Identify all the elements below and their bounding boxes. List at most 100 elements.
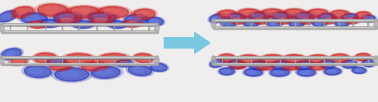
Ellipse shape: [81, 62, 108, 71]
Ellipse shape: [274, 70, 284, 74]
Ellipse shape: [292, 22, 300, 25]
Ellipse shape: [12, 7, 34, 18]
Ellipse shape: [93, 15, 108, 19]
Ellipse shape: [228, 16, 248, 25]
Ellipse shape: [38, 55, 50, 60]
Ellipse shape: [217, 10, 236, 18]
Ellipse shape: [242, 68, 264, 77]
Ellipse shape: [270, 22, 277, 25]
Ellipse shape: [108, 21, 127, 28]
Ellipse shape: [64, 54, 94, 65]
Ellipse shape: [217, 53, 237, 63]
Ellipse shape: [97, 69, 112, 75]
Ellipse shape: [14, 59, 22, 63]
Ellipse shape: [288, 57, 299, 61]
Ellipse shape: [77, 22, 87, 26]
Ellipse shape: [153, 65, 162, 69]
Ellipse shape: [342, 60, 357, 68]
Ellipse shape: [340, 13, 359, 22]
Ellipse shape: [43, 7, 59, 12]
Ellipse shape: [294, 61, 314, 70]
Ellipse shape: [116, 60, 133, 67]
Ellipse shape: [22, 64, 54, 79]
Ellipse shape: [16, 9, 27, 14]
Ellipse shape: [219, 68, 234, 75]
Ellipse shape: [354, 11, 372, 20]
Ellipse shape: [0, 10, 19, 23]
Ellipse shape: [212, 16, 220, 20]
Ellipse shape: [32, 52, 59, 64]
Ellipse shape: [297, 69, 315, 76]
Ellipse shape: [307, 55, 328, 63]
Ellipse shape: [91, 67, 120, 78]
Ellipse shape: [271, 12, 292, 21]
Ellipse shape: [95, 6, 132, 19]
Ellipse shape: [358, 55, 366, 59]
Ellipse shape: [307, 9, 328, 17]
Ellipse shape: [355, 12, 370, 19]
Ellipse shape: [275, 14, 286, 18]
Ellipse shape: [2, 49, 21, 60]
Ellipse shape: [222, 70, 230, 73]
Ellipse shape: [362, 15, 375, 22]
Ellipse shape: [248, 70, 257, 74]
Ellipse shape: [341, 14, 358, 21]
Ellipse shape: [334, 20, 350, 27]
Ellipse shape: [227, 13, 246, 21]
Ellipse shape: [243, 57, 254, 61]
Ellipse shape: [149, 62, 169, 72]
Ellipse shape: [242, 20, 260, 27]
Ellipse shape: [215, 9, 238, 19]
Ellipse shape: [253, 14, 263, 18]
Ellipse shape: [126, 64, 154, 77]
Ellipse shape: [18, 12, 50, 25]
Ellipse shape: [265, 11, 276, 15]
Ellipse shape: [248, 12, 270, 20]
Ellipse shape: [358, 13, 366, 17]
Ellipse shape: [305, 54, 330, 64]
Ellipse shape: [278, 19, 287, 22]
Ellipse shape: [220, 20, 238, 27]
Ellipse shape: [35, 3, 71, 18]
Ellipse shape: [251, 16, 271, 25]
Ellipse shape: [150, 63, 167, 71]
Ellipse shape: [111, 23, 121, 26]
Ellipse shape: [34, 53, 57, 63]
Ellipse shape: [237, 54, 262, 64]
Ellipse shape: [294, 12, 315, 20]
Ellipse shape: [221, 12, 231, 16]
Ellipse shape: [209, 14, 225, 23]
Ellipse shape: [239, 55, 260, 63]
Ellipse shape: [265, 57, 276, 61]
Ellipse shape: [222, 56, 230, 60]
Ellipse shape: [70, 56, 85, 61]
Ellipse shape: [298, 63, 308, 67]
FancyArrow shape: [164, 33, 210, 53]
Ellipse shape: [95, 52, 132, 66]
Ellipse shape: [218, 54, 235, 62]
Ellipse shape: [344, 15, 353, 19]
Ellipse shape: [119, 61, 128, 65]
Ellipse shape: [61, 71, 78, 77]
Ellipse shape: [221, 20, 236, 27]
Ellipse shape: [270, 69, 289, 76]
Ellipse shape: [334, 12, 344, 16]
Ellipse shape: [224, 22, 232, 25]
Ellipse shape: [128, 65, 152, 76]
Ellipse shape: [233, 19, 241, 22]
Ellipse shape: [295, 68, 317, 77]
Ellipse shape: [312, 64, 321, 68]
Ellipse shape: [284, 9, 306, 18]
Ellipse shape: [271, 61, 292, 70]
Ellipse shape: [345, 62, 353, 66]
Ellipse shape: [63, 5, 104, 19]
Ellipse shape: [54, 16, 82, 25]
Ellipse shape: [132, 53, 155, 64]
Ellipse shape: [59, 14, 73, 19]
Ellipse shape: [211, 56, 216, 65]
Ellipse shape: [309, 63, 326, 70]
Ellipse shape: [365, 62, 371, 65]
Ellipse shape: [335, 20, 349, 27]
Ellipse shape: [298, 17, 314, 24]
Ellipse shape: [115, 59, 135, 68]
